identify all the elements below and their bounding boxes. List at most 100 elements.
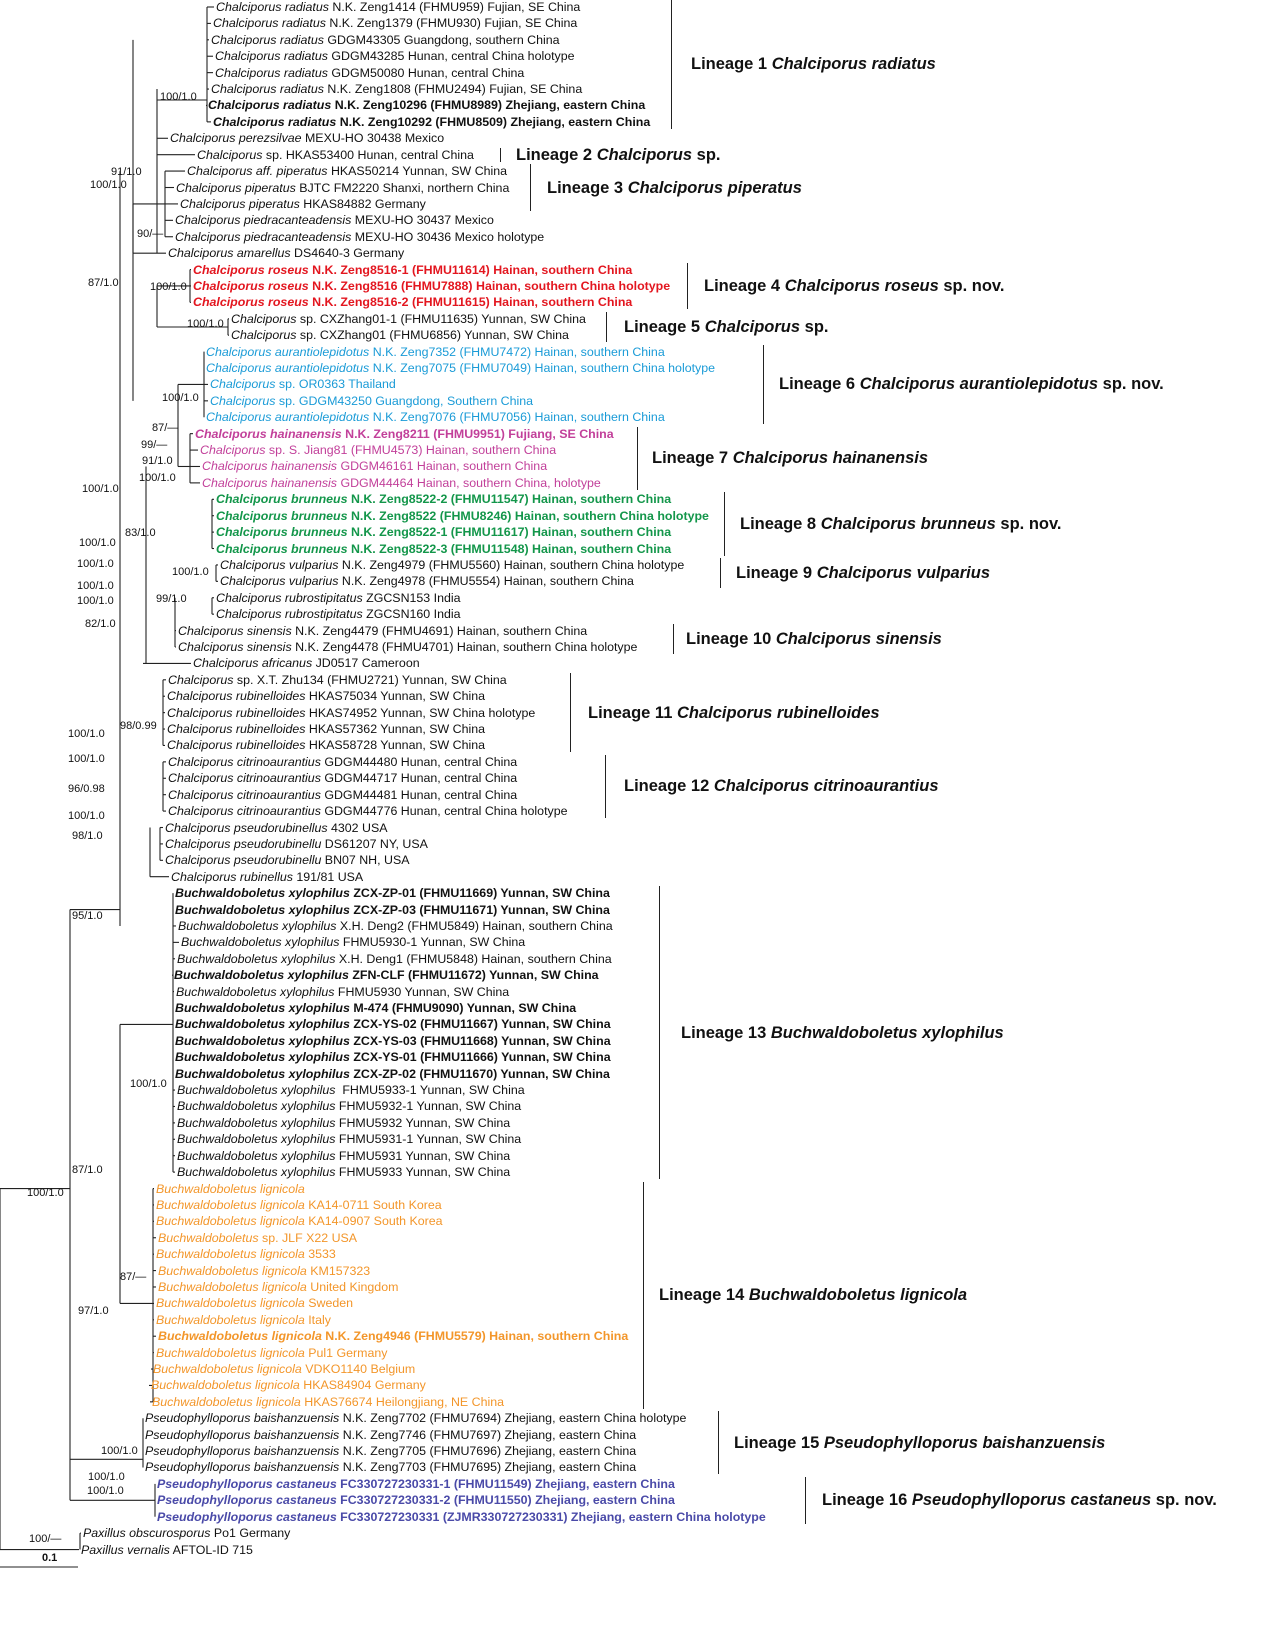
- taxon-label: Buchwaldoboletus xylophilus ZCX-ZP-01 (F…: [175, 886, 610, 900]
- specimen-info: N.K. Zeng8211 (FHMU9951) Fujiang, SE Chi…: [341, 426, 614, 441]
- specimen-info: FHMU5930-1 Yunnan, SW China: [339, 935, 526, 950]
- taxon-name: Buchwaldoboletus xylophilus: [178, 918, 337, 933]
- taxon-label: Buchwaldoboletus xylophilus FHMU5931-1 Y…: [177, 1132, 521, 1146]
- taxon-label: Buchwaldoboletus xylophilus FHMU5931 Yun…: [177, 1149, 510, 1163]
- taxon-name: Buchwaldoboletus lignicola: [156, 1197, 305, 1212]
- lineage-label: Lineage 12 Chalciporus citrinoaurantius: [624, 776, 939, 796]
- taxon-label: Chalciporus perezsilvae MEXU-HO 30438 Me…: [170, 131, 444, 145]
- specimen-info: ZCX-ZP-02 (FHMU11670) Yunnan, SW China: [349, 1066, 610, 1081]
- specimen-info: DS61207 NY, USA: [321, 836, 428, 851]
- taxon-name: Chalciporus aurantiolepidotus: [206, 410, 370, 425]
- specimen-info: HKAS84882 Germany: [299, 196, 426, 211]
- lineage-prefix: Lineage 7: [652, 449, 733, 468]
- taxon-name: Chalciporus aff. piperatus: [187, 164, 328, 179]
- taxon-label: Chalciporus amarellus DS4640-3 Germany: [168, 246, 404, 260]
- specimen-info: N.K. Zeng4979 (FHMU5560) Hainan, souther…: [338, 557, 685, 572]
- taxon-name: Paxillus obscurosporus: [83, 1526, 211, 1541]
- taxon-label: Buchwaldoboletus lignicola Pul1 Germany: [156, 1346, 387, 1360]
- specimen-info: FHMU5933 Yunnan, SW China: [335, 1165, 511, 1180]
- taxon-label: Buchwaldoboletus lignicola HKAS84904 Ger…: [151, 1378, 426, 1392]
- support-value: 100/1.0: [101, 1445, 138, 1457]
- taxon-label: Chalciporus radiatus N.K. Zeng10292 (FHM…: [213, 115, 650, 129]
- support-value: 100/1.0: [68, 728, 105, 740]
- taxon-label: Buchwaldoboletus xylophilus ZCX-YS-03 (F…: [175, 1034, 611, 1048]
- specimen-info: FHMU5932-1 Yunnan, SW China: [335, 1099, 522, 1114]
- lineage-prefix: Lineage 8: [740, 514, 821, 533]
- specimen-info: HKAS58728 Yunnan, SW China: [305, 738, 486, 753]
- lineage-bar: [500, 147, 502, 162]
- taxon-label: Chalciporus rubinelloides HKAS75034 Yunn…: [167, 689, 485, 703]
- lineage-label: Lineage 11 Chalciporus rubinelloides: [588, 703, 880, 723]
- taxon-label: Paxillus vernalis AFTOL-ID 715: [81, 1543, 253, 1557]
- support-value: 100/1.0: [139, 472, 176, 484]
- specimen-info: ZFN-CLF (FHMU11672) Yunnan, SW China: [348, 968, 599, 983]
- support-value: 100/1.0: [187, 318, 224, 330]
- lineage-suffix: sp.: [692, 145, 721, 164]
- taxon-name: Chalciporus hainanensis: [202, 475, 338, 490]
- taxon-label: Chalciporus piedracanteadensis MEXU-HO 3…: [175, 230, 544, 244]
- support-value: 100/1.0: [77, 580, 114, 592]
- taxon-name: Chalciporus pseudorubinellu: [165, 836, 322, 851]
- lineage-label: Lineage 9 Chalciporus vulparius: [736, 563, 990, 583]
- taxon-name: Chalciporus citrinoaurantius: [168, 771, 321, 786]
- taxon-label: Chalciporus rubinelloides HKAS74952 Yunn…: [167, 706, 535, 720]
- lineage-suffix: sp. nov.: [1098, 375, 1164, 394]
- lineage-bar: [687, 262, 689, 310]
- taxon-label: Chalciporus brunneus N.K. Zeng8522 (FHMU…: [216, 509, 709, 523]
- taxon-label: Chalciporus piperatus HKAS84882 Germany: [180, 197, 426, 211]
- specimen-info: ZGCSN160 India: [362, 607, 461, 622]
- taxon-name: Chalciporus roseus: [193, 262, 309, 277]
- lineage-name: Chalciporus citrinoaurantius: [713, 777, 939, 796]
- specimen-info: sp. X.T. Zhu134 (FHMU2721) Yunnan, SW Ch…: [233, 672, 507, 687]
- specimen-info: FHMU5931-1 Yunnan, SW China: [335, 1132, 522, 1147]
- support-value: 87/—: [152, 422, 179, 434]
- taxon-name: Buchwaldoboletus lignicola: [156, 1247, 305, 1262]
- taxon-label: Chalciporus radiatus GDGM43305 Guangdong…: [211, 33, 560, 47]
- specimen-info: MEXU-HO 30436 Mexico holotype: [351, 229, 545, 244]
- lineage-label: Lineage 13 Buchwaldoboletus xylophilus: [681, 1023, 1004, 1043]
- taxon-label: Chalciporus brunneus N.K. Zeng8522-3 (FH…: [216, 542, 671, 556]
- taxon-label: Buchwaldoboletus xylophilus ZCX-YS-02 (F…: [175, 1017, 611, 1031]
- taxon-name: Chalciporus sinensis: [178, 623, 292, 638]
- taxon-name: Chalciporus rubinelloides: [167, 689, 306, 704]
- taxon-name: Chalciporus piedracanteadensis: [175, 213, 352, 228]
- taxon-label: Chalciporus pseudorubinellu BN07 NH, USA: [165, 853, 410, 867]
- taxon-name: Chalciporus radiatus: [215, 49, 328, 64]
- taxon-name: Buchwaldoboletus xylophilus: [177, 1083, 336, 1098]
- specimen-info: KA14-0711 South Korea: [304, 1197, 442, 1212]
- taxon-name: Buchwaldoboletus xylophilus: [177, 1132, 336, 1147]
- specimen-info: 4302 USA: [327, 820, 388, 835]
- taxon-name: Chalciporus perezsilvae: [170, 131, 302, 146]
- taxon-name: Chalciporus radiatus: [216, 0, 329, 14]
- lineage-bar: [805, 1476, 807, 1524]
- support-value: 100/1.0: [172, 566, 209, 578]
- specimen-info: N.K. Zeng8522-3 (FHMU11548) Hainan, sout…: [347, 541, 672, 556]
- taxon-label: Chalciporus radiatus N.K. Zeng1414 (FHMU…: [216, 0, 580, 14]
- specimen-info: N.K. Zeng1808 (FHMU2494) Fujian, SE Chin…: [323, 82, 583, 97]
- lineage-bar: [643, 1181, 645, 1409]
- lineage-prefix: Lineage 16: [822, 1491, 912, 1510]
- specimen-info: N.K. Zeng7075 (FHMU7049) Hainan, souther…: [369, 361, 716, 376]
- specimen-info: GDGM44776 Hunan, central China holotype: [320, 804, 568, 819]
- taxon-label: Chalciporus aff. piperatus HKAS50214 Yun…: [187, 164, 507, 178]
- specimen-info: GDGM44464 Hainan, southern China, holoty…: [337, 475, 601, 490]
- taxon-label: Chalciporus sinensis N.K. Zeng4479 (FHMU…: [178, 624, 587, 638]
- taxon-label: Chalciporus sinensis N.K. Zeng4478 (FHMU…: [178, 640, 637, 654]
- specimen-info: HKAS57362 Yunnan, SW China: [305, 722, 486, 737]
- specimen-info: N.K. Zeng4978 (FHMU5554) Hainan, souther…: [338, 574, 634, 589]
- taxon-name: Pseudophylloporus castaneus: [157, 1509, 337, 1524]
- support-value: 87/1.0: [88, 277, 119, 289]
- lineage-bar: [720, 557, 722, 589]
- taxon-label: Chalciporus citrinoaurantius GDGM44480 H…: [168, 755, 517, 769]
- taxon-name: Chalciporus radiatus: [211, 82, 324, 97]
- lineage-prefix: Lineage 9: [736, 564, 817, 583]
- taxon-name: Buchwaldoboletus lignicola: [158, 1279, 307, 1294]
- specimen-info: FC330727230331-1 (FHMU11549) Zhejiang, e…: [336, 1476, 675, 1491]
- taxon-name: Chalciporus rubinelloides: [167, 738, 306, 753]
- taxon-name: Buchwaldoboletus xylophilus: [175, 1001, 350, 1015]
- taxon-name: Chalciporus piedracanteadensis: [175, 229, 352, 244]
- support-value: 91/1.0: [111, 166, 142, 178]
- taxon-label: Buchwaldoboletus xylophilus ZCX-ZP-03 (F…: [175, 903, 610, 917]
- taxon-label: Chalciporus roseus N.K. Zeng8516-1 (FHMU…: [193, 263, 632, 277]
- scale-bar-label: 0.1: [42, 1552, 58, 1564]
